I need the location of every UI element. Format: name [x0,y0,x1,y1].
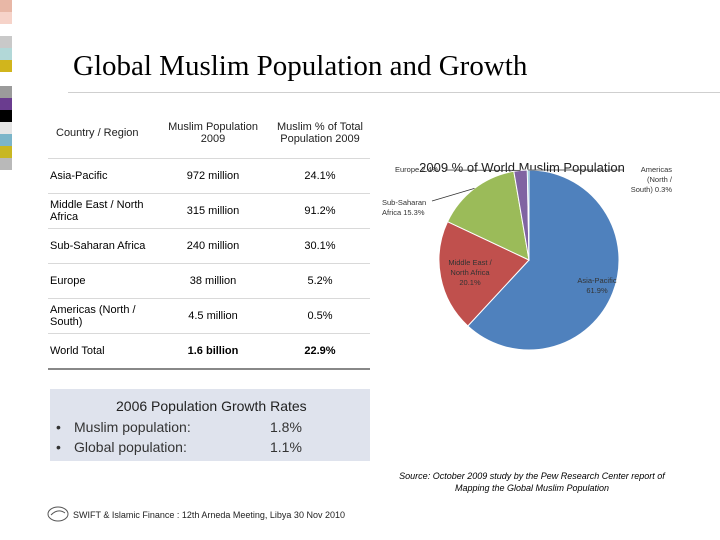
cell-population: 4.5 million [156,298,270,334]
table-row: Europe 38 million 5.2% [48,263,370,299]
cell-percent: 24.1% [270,158,370,194]
pie-slice-asia-pacific [467,169,620,351]
cell-total-population: 1.6 billion [156,333,270,370]
pie-slice-sub-saharan-africa [446,170,530,261]
table-row: Asia-Pacific 972 million 24.1% [48,158,370,194]
cell-population: 38 million [156,263,270,299]
source-line-1: Source: October 2009 study by the Pew Re… [399,471,665,481]
chart-title: 2009 % of World Muslim Population [419,160,625,175]
swift-logo-icon [47,506,69,522]
cell-population: 240 million [156,228,270,264]
growth-item-muslim: • Muslim population: 1.8% [56,419,356,435]
cell-total-region: World Total [48,333,156,370]
bullet-icon: • [56,419,61,435]
table-total-row: World Total 1.6 billion 22.9% [48,333,370,370]
bullet-icon: • [56,439,61,455]
cell-population: 972 million [156,158,270,194]
cell-percent: 5.2% [270,263,370,299]
table-header-row: Country / Region Muslim Population 2009 … [48,108,370,159]
pie-data-label: Middle East / North Africa 20.1% [448,258,492,287]
slide-title: Global Muslim Population and Growth [73,50,528,82]
decorative-color-strip [0,0,12,175]
growth-item-value: 1.1% [270,439,302,455]
growth-rates-box: 2006 Population Growth Rates • Muslim pop… [50,389,370,461]
table-row: Americas (North / South) 4.5 million 0.5… [48,298,370,334]
header-country-region: Country / Region [48,108,156,159]
cell-percent: 91.2% [270,193,370,229]
cell-region: Sub-Saharan Africa [48,228,156,264]
population-table: Country / Region Muslim Population 2009 … [48,108,370,370]
source-line-2: Mapping the Global Muslim Population [454,483,610,493]
cell-population: 315 million [156,193,270,229]
cell-percent: 0.5% [270,298,370,334]
pie-chart: 2009 % of World Muslim Population Asia-P… [382,160,673,351]
cell-total-percent: 22.9% [270,333,370,370]
pie-data-label: Americas (North / South) 0.3% [631,165,673,194]
cell-percent: 30.1% [270,228,370,264]
cell-region: Europe [48,263,156,299]
source-note: Source: October 2009 study by the Pew Re… [352,470,712,494]
growth-item-value: 1.8% [270,419,302,435]
table-row: Middle East / North Africa 315 million 9… [48,193,370,229]
table-row: Sub-Saharan Africa 240 million 30.1% [48,228,370,264]
growth-item-label: Muslim population: [74,419,191,435]
pie-data-label: Europe 2.4% [395,165,439,174]
growth-rates-title: 2006 Population Growth Rates [116,398,307,414]
header-muslim-percent: Muslim % of Total Population 2009 [270,108,370,159]
pie-leader-line [431,187,475,202]
growth-item-global: • Global population: 1.1% [56,439,356,455]
pie-data-label: Sub-Saharan Africa 15.3% [382,198,426,217]
cell-region: Asia-Pacific [48,158,156,194]
cell-region: Americas (North / South) [48,298,156,334]
pie-data-label: Asia-Pacific 61.9% [577,276,616,295]
cell-region: Middle East / North Africa [48,193,156,229]
growth-item-label: Global population: [74,439,187,455]
pie-slice-middle-east-north-africa [438,221,530,327]
header-muslim-population: Muslim Population 2009 [156,108,270,159]
title-divider [68,92,720,93]
footer-text: SWIFT & Islamic Finance : 12th Arneda Me… [73,510,345,520]
